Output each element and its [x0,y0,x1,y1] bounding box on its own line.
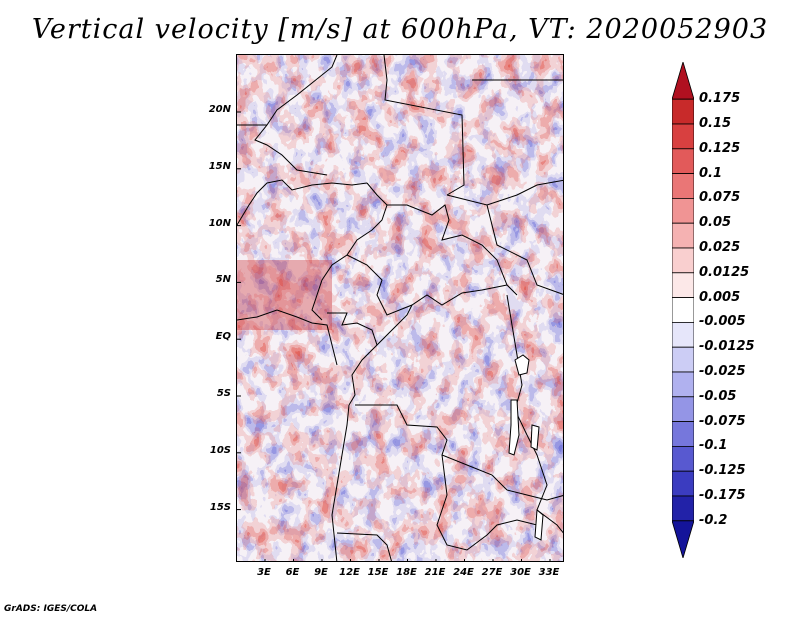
credit-text: GrADS: IGES/COLA [4,604,98,614]
lat-tick-label: 10S [209,444,231,456]
colorbar-segment [672,346,694,373]
colorbar-tick-label: -0.005 [699,314,746,330]
colorbar-segment [672,247,694,274]
colorbar-segment [672,495,694,522]
lat-tick-label: 20N [208,104,231,115]
lon-tick-label: 9E [314,567,328,578]
lat-tick-label: 15N [208,160,231,172]
colorbar-tick-label: 0.075 [699,190,741,206]
colorbar-tick-label: 0.175 [699,91,741,107]
longitude-ticks [264,559,551,561]
lon-tick-label: 27E [481,567,503,578]
colorbar [672,62,694,558]
lat-tick-label: 5S [216,388,231,399]
lon-tick-label: 3E [257,567,271,578]
colorbar-segment [672,197,694,224]
colorbar-segment [672,421,694,447]
colorbar-segment [672,222,694,249]
colorbar-tick-label: -0.05 [699,388,737,404]
colorbar-tick-label: -0.125 [699,463,746,479]
colorbar-tick-label: 0.005 [699,289,741,305]
lon-tick-label: 24E [453,567,474,578]
colorbar-segment [672,148,694,175]
convection-zone [237,260,332,330]
colorbar-segment [672,272,694,299]
colorbar-segment [672,173,694,199]
lon-tick-label: 12E [339,567,360,578]
colorbar-tick-label: 0.025 [699,240,741,255]
colorbar-segment [672,520,694,558]
colorbar-tick-label: -0.025 [699,364,746,379]
map-panel [236,54,564,562]
lat-tick-label: EQ [215,331,231,343]
latitude-ticks [237,111,241,511]
velocity-field-map [237,55,563,561]
lon-tick-label: 15E [367,567,389,578]
colorbar-segment [672,396,694,422]
colorbar-segment [672,297,694,323]
colorbar-segment [672,470,694,497]
lon-tick-label: 33E [538,567,560,578]
colorbar-tick-label: -0.0125 [699,339,755,355]
colorbar-segment [672,445,694,472]
lon-tick-label: 18E [396,567,417,578]
colorbar-segment [672,98,694,125]
lon-tick-label: 30E [510,567,531,578]
page-title: Vertical velocity [m/s] at 600hPa, VT: 2… [31,14,769,45]
colorbar-tick-label: -0.175 [699,488,746,503]
colorbar-tick-label: -0.2 [699,512,728,528]
colorbar-tick-label: -0.1 [699,438,728,454]
colorbar-segment [672,371,694,398]
colorbar-tick-label: 0.125 [699,140,741,156]
lon-tick-label: 21E [424,567,446,578]
colorbar-tick-label: 0.1 [699,165,723,181]
colorbar-segment [672,123,694,150]
colorbar-tick-label: 0.0125 [699,264,750,280]
colorbar-segment [672,62,694,100]
lat-tick-label: 15S [209,501,231,513]
lon-tick-label: 6E [285,567,300,578]
lat-tick-label: 5N [215,274,231,286]
colorbar-segment [672,321,694,348]
lat-tick-label: 10N [208,217,231,229]
colorbar-tick-label: 0.15 [699,116,732,131]
lakes [508,354,544,541]
colorbar-tick-label: 0.05 [699,215,732,231]
colorbar-tick-label: -0.075 [699,413,746,429]
